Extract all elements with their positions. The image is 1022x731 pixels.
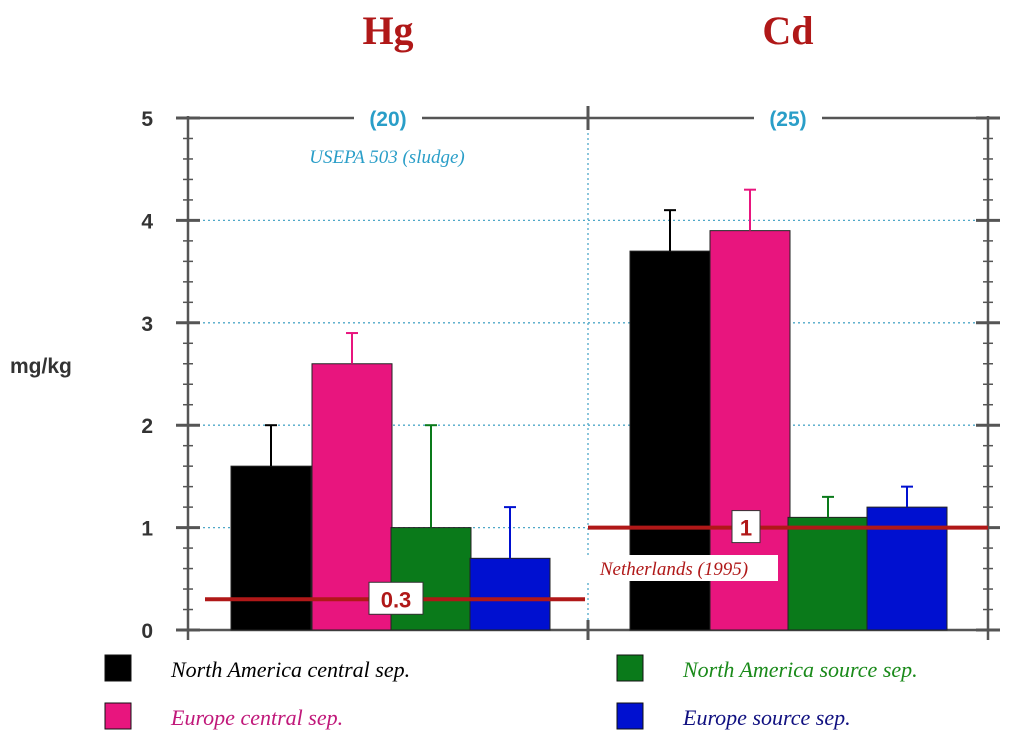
y-tick-label: 1 bbox=[141, 518, 153, 541]
legend-label: Europe source sep. bbox=[682, 705, 851, 730]
bar bbox=[469, 557, 551, 631]
y-tick-label: 0 bbox=[141, 620, 153, 643]
bar bbox=[787, 516, 869, 631]
bar bbox=[866, 506, 948, 631]
legend-label: Europe central sep. bbox=[170, 705, 343, 730]
legend-swatch bbox=[616, 654, 644, 682]
legend: North America central sep. Europe central… bbox=[104, 654, 918, 730]
cap-label-bg bbox=[354, 104, 422, 132]
legend-swatch bbox=[104, 702, 132, 730]
reference-note: Netherlands (1995) bbox=[599, 559, 748, 580]
cap-label-bg bbox=[754, 104, 822, 132]
cap-note: USEPA 503 (sludge) bbox=[309, 147, 465, 168]
legend-label: North America source sep. bbox=[682, 657, 918, 682]
panel-title: Cd bbox=[762, 8, 813, 53]
reference-value-bg bbox=[368, 581, 424, 615]
cap-label: (25) bbox=[769, 108, 806, 131]
y-tick-label: 5 bbox=[141, 108, 153, 131]
reference-value-label: 1 bbox=[740, 516, 752, 541]
reference-value-label: 0.3 bbox=[381, 587, 412, 612]
reference-note-bg bbox=[570, 555, 778, 581]
y-tick-label: 4 bbox=[141, 210, 153, 233]
cap-label: (20) bbox=[369, 108, 406, 131]
y-tick-label: 3 bbox=[141, 313, 153, 336]
labels: 0 1 2 3 4 5 mg/kg Hg (20) USEPA 503 (sludge) Cd (25… bbox=[10, 8, 822, 643]
y-tick-label: 2 bbox=[141, 415, 153, 438]
y-axis-label: mg/kg bbox=[10, 355, 72, 378]
legend-swatch bbox=[616, 702, 644, 730]
reference-value-bg bbox=[731, 510, 761, 544]
panel-title: Hg bbox=[362, 8, 413, 53]
legend-swatch bbox=[104, 654, 132, 682]
reference-lines: 0.3 1 Netherlands (1995) bbox=[205, 510, 988, 615]
bar bbox=[230, 465, 312, 631]
legend-label: North America central sep. bbox=[170, 657, 410, 682]
